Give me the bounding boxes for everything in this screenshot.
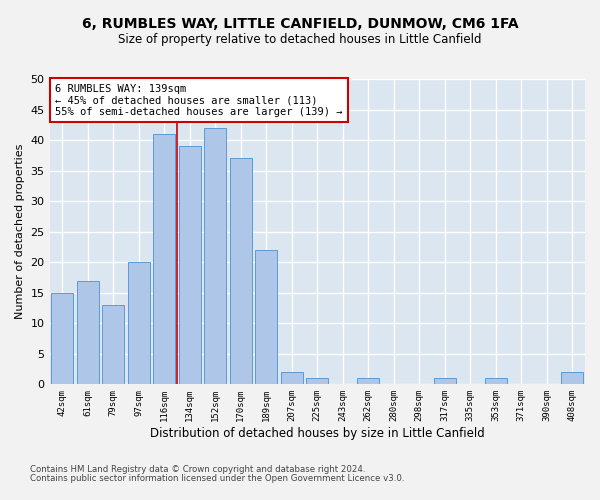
Text: Contains HM Land Registry data © Crown copyright and database right 2024.: Contains HM Land Registry data © Crown c… <box>30 466 365 474</box>
Bar <box>256 250 277 384</box>
Text: Contains public sector information licensed under the Open Government Licence v3: Contains public sector information licen… <box>30 474 404 483</box>
Bar <box>358 378 379 384</box>
Bar <box>562 372 583 384</box>
Bar <box>154 134 175 384</box>
Bar <box>77 280 98 384</box>
Bar <box>485 378 506 384</box>
Bar <box>128 262 149 384</box>
Bar <box>307 378 328 384</box>
Bar <box>52 292 73 384</box>
Bar <box>230 158 251 384</box>
Bar <box>434 378 455 384</box>
Bar <box>103 305 124 384</box>
Bar <box>179 146 200 384</box>
Y-axis label: Number of detached properties: Number of detached properties <box>15 144 25 320</box>
Text: 6 RUMBLES WAY: 139sqm
← 45% of detached houses are smaller (113)
55% of semi-det: 6 RUMBLES WAY: 139sqm ← 45% of detached … <box>55 84 343 117</box>
Bar <box>205 128 226 384</box>
Bar <box>281 372 302 384</box>
Text: Size of property relative to detached houses in Little Canfield: Size of property relative to detached ho… <box>118 32 482 46</box>
X-axis label: Distribution of detached houses by size in Little Canfield: Distribution of detached houses by size … <box>150 427 485 440</box>
Text: 6, RUMBLES WAY, LITTLE CANFIELD, DUNMOW, CM6 1FA: 6, RUMBLES WAY, LITTLE CANFIELD, DUNMOW,… <box>82 18 518 32</box>
